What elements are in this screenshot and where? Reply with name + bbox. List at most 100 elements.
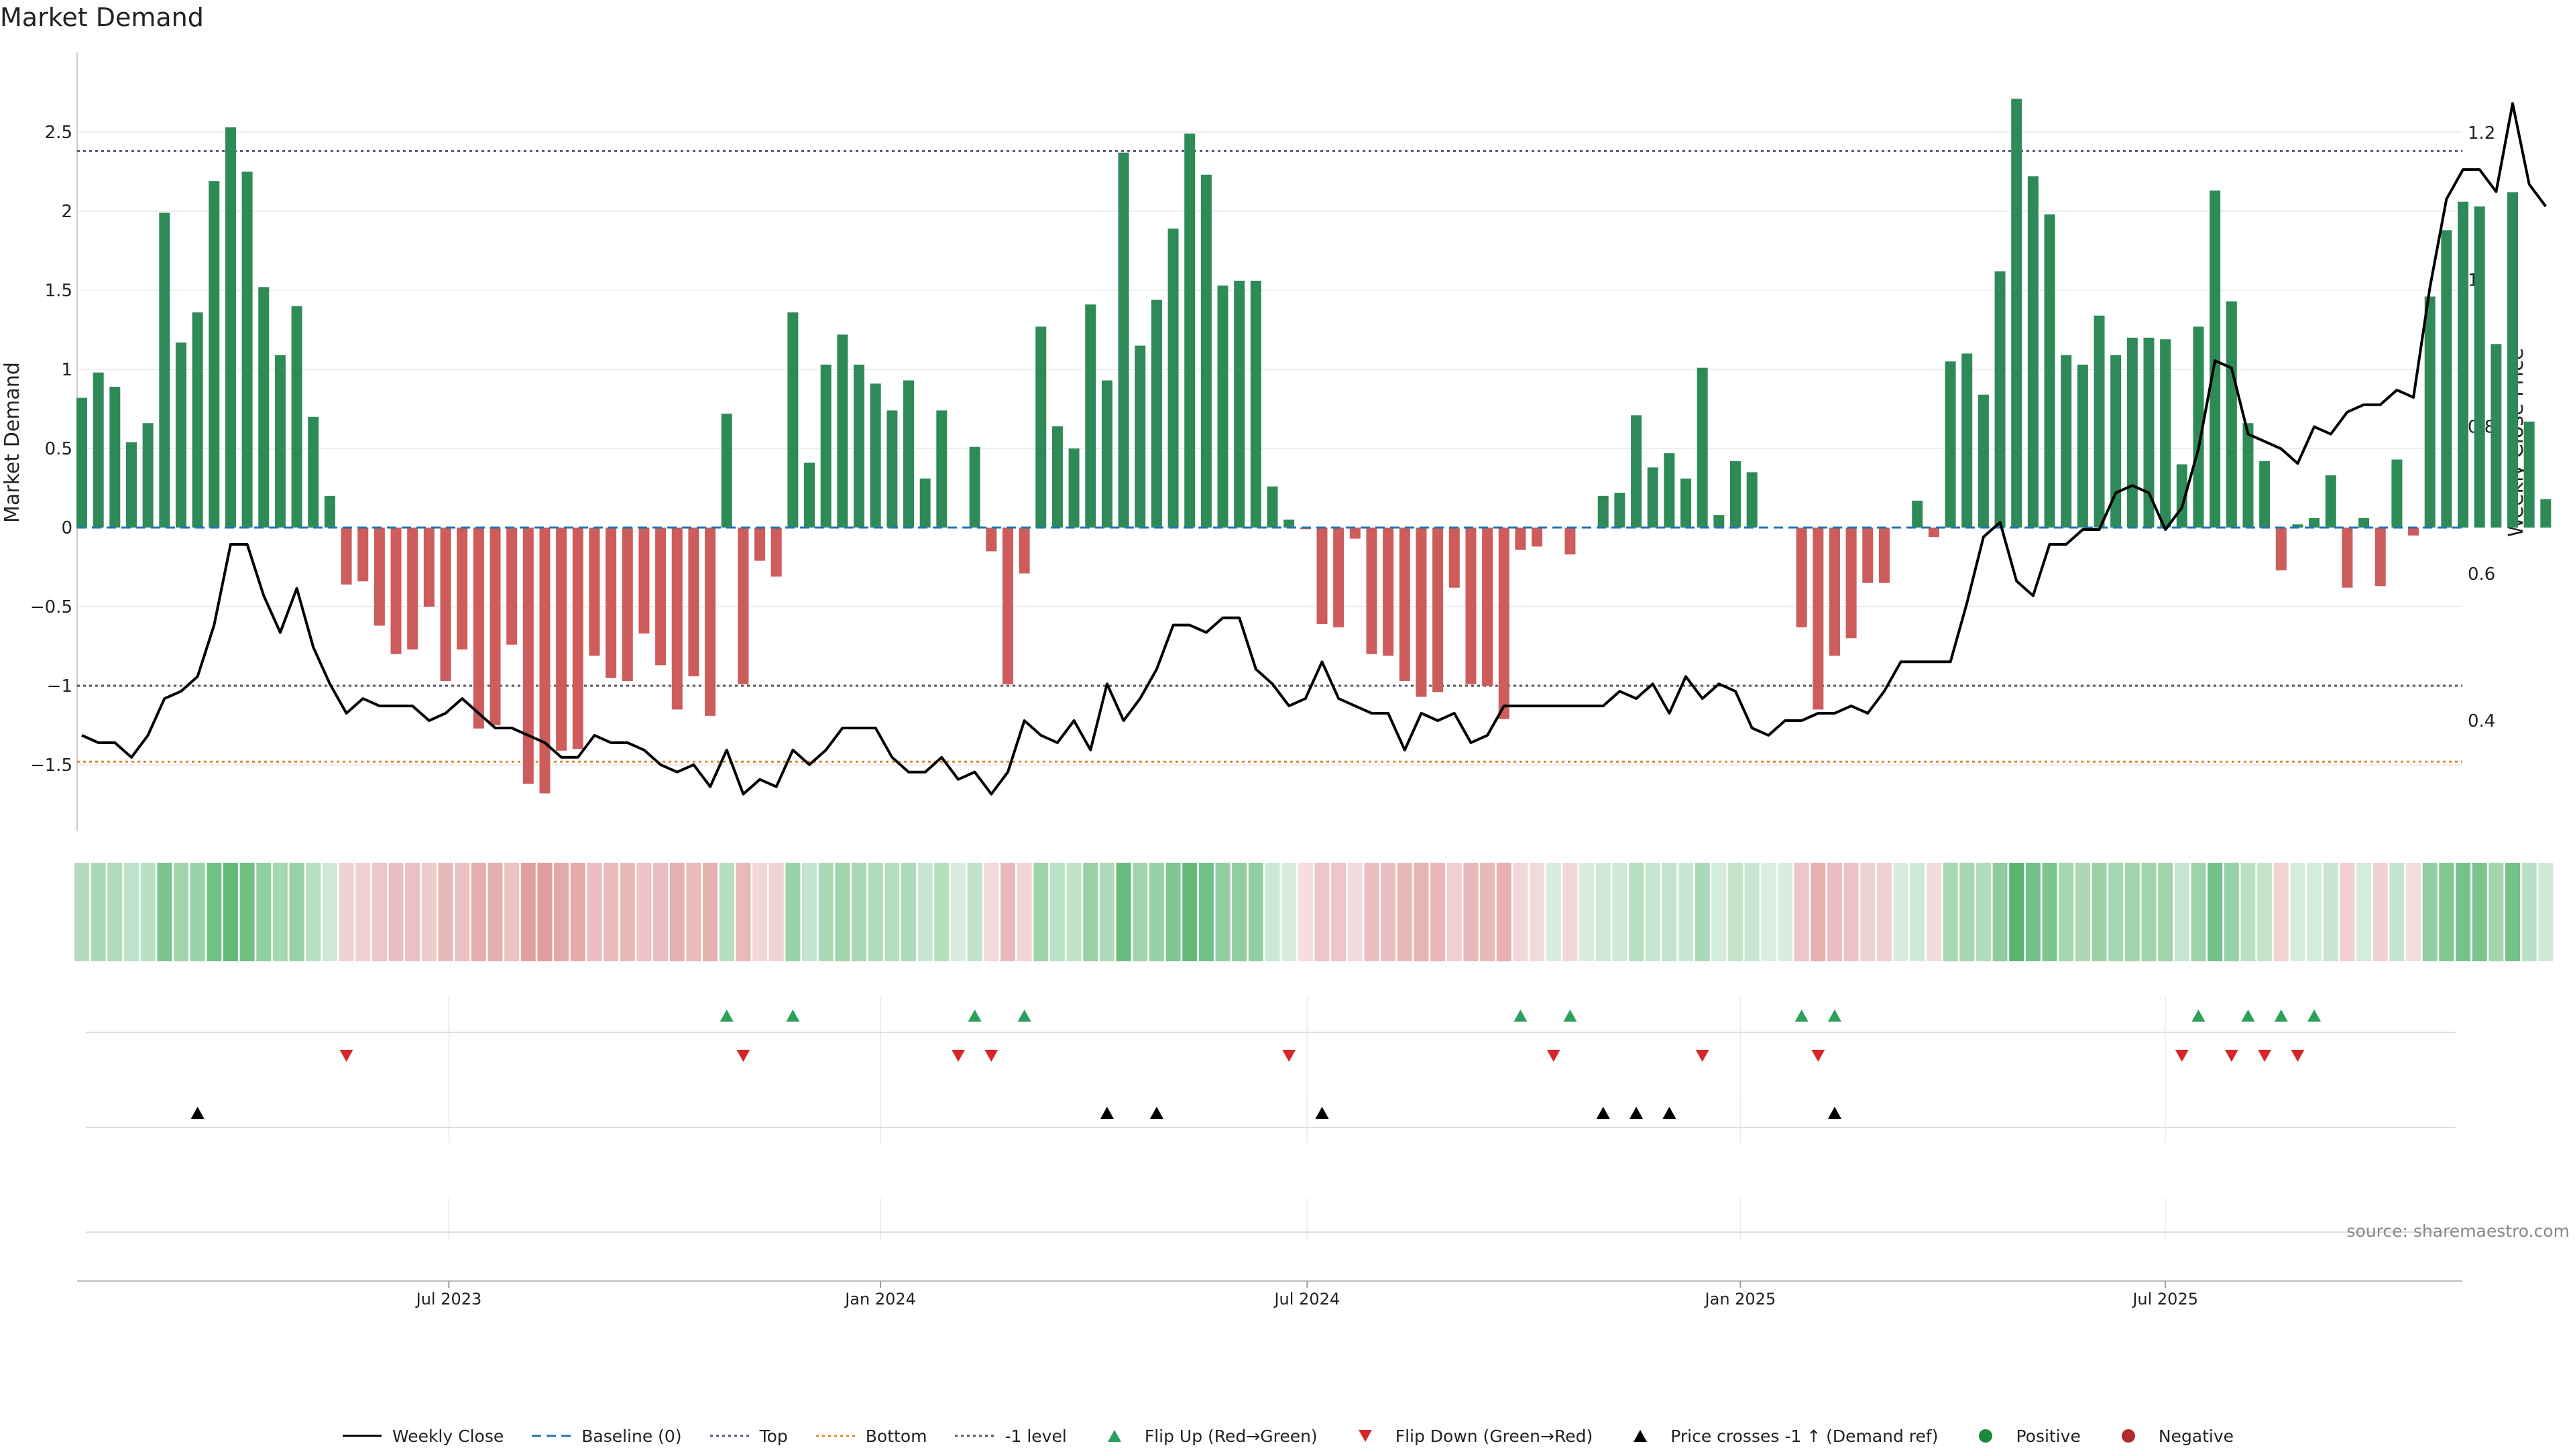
heat-cell: [1678, 863, 1694, 961]
heat-cell: [1397, 863, 1412, 961]
bar-negative: [688, 528, 699, 676]
price-cross-marker: [1100, 1107, 1114, 1119]
heat-cell: [1827, 863, 1842, 961]
bar-negative: [1383, 528, 1394, 656]
bar-negative: [556, 528, 567, 751]
heat-cell: [388, 863, 404, 961]
bar-positive: [969, 446, 980, 528]
legend-item-bottom: Bottom: [815, 1427, 927, 1446]
heat-cell: [256, 863, 272, 961]
flip-down-marker: [2175, 1050, 2189, 1062]
bar-positive: [2391, 459, 2403, 528]
legend-swatch: [1619, 1428, 1661, 1444]
bar-positive: [2259, 461, 2271, 528]
bar-positive: [125, 442, 137, 528]
bar-negative: [606, 528, 617, 678]
bar-negative: [390, 528, 402, 654]
heat-cell: [984, 863, 999, 961]
bar-negative: [1928, 528, 1939, 538]
heat-cell: [1562, 863, 1578, 961]
legend-label: Flip Up (Red→Green): [1144, 1426, 1318, 1446]
bar-positive: [2474, 206, 2485, 528]
heat-cell: [2488, 863, 2504, 961]
heat-cell: [2521, 863, 2537, 961]
legend-item-weekly-close: Weekly Close: [341, 1427, 504, 1446]
legend-swatch-graphic: [1979, 1429, 1993, 1443]
bar-positive: [2325, 475, 2336, 528]
heat-cell: [1381, 863, 1396, 961]
bar-positive: [209, 181, 220, 528]
heat-cell: [818, 863, 834, 961]
heat-cell: [967, 863, 982, 961]
legend-swatch: [2108, 1428, 2149, 1444]
heat-cell: [2174, 863, 2189, 961]
bar-positive: [1730, 461, 1741, 528]
heat-cell: [1017, 863, 1032, 961]
y-tick-label: −0.5: [30, 597, 72, 617]
flip-down-marker: [984, 1050, 998, 1062]
bar-negative: [539, 528, 551, 794]
bar-positive: [93, 372, 104, 528]
heat-cell: [306, 863, 321, 961]
bar-negative: [1878, 528, 1890, 583]
heat-cell: [1860, 863, 1876, 961]
bar-positive: [854, 364, 865, 528]
x-tick-label: Jul 2024: [1273, 1290, 1340, 1309]
y-tick-label: −1.5: [30, 755, 72, 776]
heat-cell: [2191, 863, 2206, 961]
heat-cell: [272, 863, 288, 961]
heat-cell: [1298, 863, 1313, 961]
heat-cell: [719, 863, 734, 961]
legend-swatch-graphic: [709, 1435, 749, 1437]
price-cross-marker: [1827, 1107, 1841, 1119]
legend-label: Negative: [2158, 1426, 2234, 1446]
heat-cell: [1926, 863, 1941, 961]
legend: Weekly Close Baseline (0) Top Bottom -1 …: [0, 1416, 2575, 1456]
bar-positive: [1994, 271, 2006, 528]
bar-positive: [1101, 380, 1112, 528]
bar-positive: [2160, 339, 2171, 528]
bar-negative: [986, 528, 997, 552]
bar-negative: [1796, 528, 1807, 627]
legend-circle-glyph: [2121, 1429, 2135, 1443]
heat-cell: [91, 863, 106, 961]
flip-up-marker: [2307, 1010, 2322, 1022]
legend-item-flip-down: Flip Down (Green→Red): [1344, 1427, 1593, 1446]
bar-positive: [159, 213, 170, 528]
bar-negative: [357, 528, 369, 582]
heat-cell: [570, 863, 585, 961]
heat-cell: [1463, 863, 1479, 961]
heat-cell: [2092, 863, 2107, 961]
bar-positive: [1217, 285, 1228, 528]
y-tick-label: −1: [47, 676, 72, 696]
x-tick-label: Jul 2025: [2131, 1290, 2198, 1309]
bar-positive: [1085, 304, 1096, 528]
legend-swatch: [1094, 1428, 1135, 1444]
bar-positive: [2424, 296, 2436, 528]
heat-cell: [587, 863, 602, 961]
heat-cell: [1165, 863, 1181, 961]
bar-positive: [837, 335, 848, 528]
legend-item-negative: Negative: [2108, 1427, 2234, 1446]
heat-cell: [1000, 863, 1015, 961]
legend-swatch-graphic: [1634, 1430, 1648, 1442]
legend-swatch: [530, 1428, 572, 1444]
legend-swatch-graphic: [955, 1435, 994, 1437]
heat-cell: [852, 863, 867, 961]
bar-negative: [473, 528, 484, 729]
bar-negative: [2374, 528, 2386, 587]
bar-positive: [2143, 337, 2155, 528]
bar-positive: [2441, 230, 2452, 528]
bar-negative: [638, 528, 650, 634]
heat-cell: [223, 863, 238, 961]
legend-label: Weekly Close: [392, 1426, 504, 1446]
bar-negative: [1465, 528, 1477, 684]
heat-cell: [2340, 863, 2355, 961]
heat-cell: [2406, 863, 2421, 961]
heat-cell: [355, 863, 371, 961]
heat-cell: [1149, 863, 1164, 961]
bar-negative: [2342, 528, 2353, 588]
heat-cell: [2009, 863, 2024, 961]
legend-swatch-graphic: [815, 1435, 855, 1437]
bar-negative: [1813, 528, 1824, 710]
